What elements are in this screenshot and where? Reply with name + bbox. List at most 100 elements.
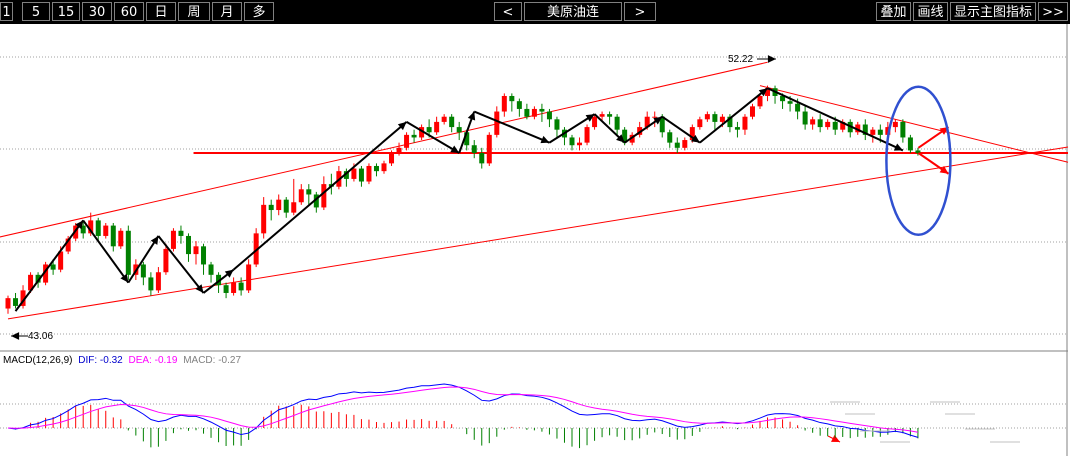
candle [524,109,529,117]
candle [51,264,56,269]
candle [472,145,477,153]
candle [479,153,484,163]
candle [321,184,326,207]
show-indicator-button[interactable]: 显示主图指标 [950,2,1036,21]
prev-symbol-button[interactable]: < [494,2,522,21]
candle [156,272,161,290]
candle [276,200,281,210]
draw-line-button[interactable]: 画线 [913,2,948,21]
wave-arrow [234,122,407,270]
candle [374,166,379,171]
candle [607,114,612,117]
candle [359,169,364,182]
candle [224,285,229,293]
overlay-button[interactable]: 叠加 [876,2,911,21]
dea-line [8,387,918,432]
candle [209,264,214,274]
candle [758,96,763,106]
expand-button[interactable]: >> [1038,2,1068,21]
wave-arrow [700,88,768,142]
candle [284,200,289,213]
candle [412,135,417,138]
candle [382,163,387,171]
dif-line [8,384,918,437]
high-marker-head [768,55,776,63]
candle [878,130,883,135]
oil-price-chart: 52.22 43.06 MACD(12,26,9) DIF: -0.32 DEA… [0,24,1070,456]
candle [600,114,605,117]
candle [186,236,191,254]
low-marker-head [11,332,19,340]
candle [795,104,800,112]
candle [712,114,717,122]
candle [6,298,11,308]
candle [148,277,153,290]
wave-arrow-head [120,274,128,283]
candle [547,112,552,120]
wave-arrow [474,112,549,143]
candle [517,101,522,109]
candle [833,122,838,130]
candle [908,137,913,150]
candle [269,205,274,210]
next-symbol-button[interactable]: > [624,2,656,21]
candle [720,117,725,122]
candle [351,169,356,179]
candle [705,114,710,119]
candle [299,189,304,202]
period-month-button[interactable]: 月 [212,2,242,21]
candle [539,109,544,112]
dif-value: -0.32 [100,355,123,366]
period-5-button[interactable]: 5 [22,2,50,21]
candlestick-series [6,86,921,314]
candle [788,101,793,104]
candle [494,112,499,135]
svg-text:MACD(12,26,9) DIF:: MACD(12,26,9) DIF: -0.32 DEA: -0.19 MACD… [3,355,241,366]
candle [261,205,266,234]
candle [585,127,590,143]
candle [404,135,409,148]
candle [178,231,183,236]
period-15-button[interactable]: 15 [52,2,80,21]
period-day-button[interactable]: 日 [146,2,176,21]
period-1-button[interactable]: 1 [0,2,13,21]
candle [810,119,815,124]
candle [825,122,830,127]
toolbar: 1 5 15 30 60 日 周 月 多 < 美原油连 > 叠加 画线 显示主图… [0,0,1070,24]
wave-arrow [768,88,903,150]
candle [96,220,101,236]
candle [397,148,402,153]
period-60-button[interactable]: 60 [114,2,144,21]
candle [509,96,514,101]
candle [231,283,236,293]
candle [803,112,808,125]
candle [554,119,559,129]
candle [194,246,199,254]
candle [13,298,18,306]
candle [532,109,537,117]
candle [577,143,582,146]
candle [682,140,687,148]
wave-arrow [16,220,84,311]
candle [239,283,244,291]
candle [870,130,875,135]
candle [893,122,898,127]
macd-label: MACD: [183,355,215,366]
candle [592,117,597,127]
candle [615,117,620,130]
candle [652,117,657,118]
period-30-button[interactable]: 30 [82,2,112,21]
wave-arrow-head [468,112,475,121]
candle [306,189,311,194]
candle [915,150,920,153]
symbol-name-button[interactable]: 美原油连 [524,2,622,21]
candle [291,202,296,212]
candle [502,96,507,112]
macd-title: MACD(12,26,9) [3,355,72,366]
period-more-button[interactable]: 多 [244,2,274,21]
macd-panel: MACD(12,26,9) DIF: -0.32 DEA: -0.19 MACD… [3,355,1020,448]
candle [103,226,108,236]
dea-label: DEA: [129,355,152,366]
period-week-button[interactable]: 周 [178,2,210,21]
candle [442,117,447,122]
